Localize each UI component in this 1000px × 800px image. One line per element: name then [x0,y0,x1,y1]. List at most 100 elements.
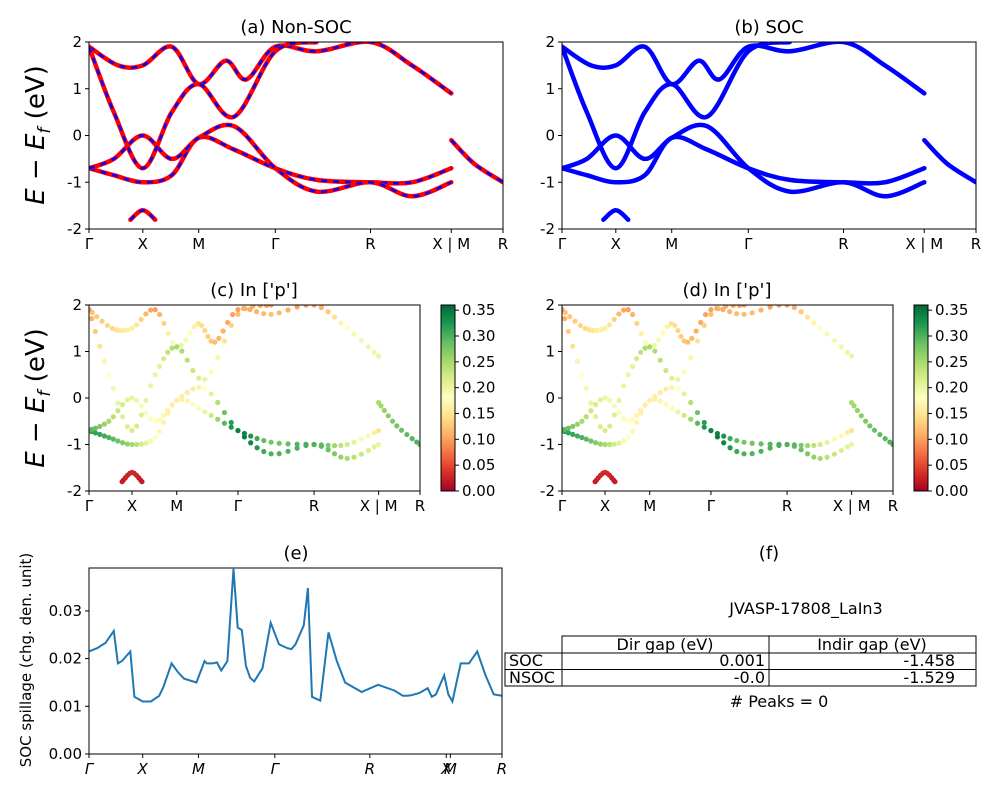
band-point [602,325,608,331]
band-point [101,421,107,427]
band-point [124,397,130,403]
band-point [228,419,234,426]
band-point [179,348,185,354]
band-point [849,427,855,434]
band-point [838,344,844,350]
band-point [657,389,663,396]
band-point [849,441,855,448]
band-point [208,391,214,397]
band-point [838,447,844,454]
band-point [221,420,228,426]
panel-b-xtick-label: X [611,235,621,253]
band-point [161,413,167,419]
band-point [106,372,112,378]
band-line-4 [601,208,631,222]
band-point [169,402,175,408]
band-point [202,386,208,392]
panel-a-ytick-label: -1 [67,173,82,191]
panel-e-title: (e) [283,543,308,564]
band-point [831,451,837,457]
band-point [202,409,208,415]
band-point [285,307,291,313]
panel-a-xtick-label: Γ [85,235,94,253]
band-point [844,349,850,355]
band-point [212,339,218,345]
band-point [767,305,773,310]
colorbar-tick-label: 0.30 [462,327,495,345]
band-point [638,349,644,355]
band-point [208,369,214,375]
band-point [241,434,248,440]
panel-a-ylabel: E − Ef (eV) [21,65,55,205]
band-point [143,397,149,404]
band-point [598,327,604,333]
band-point [741,311,747,317]
band-point [331,314,338,320]
band-point [254,435,260,442]
band-point [675,386,681,392]
panel-d-frame [561,304,894,492]
band-point [381,407,387,414]
band-point [371,430,377,436]
band-point [221,338,228,344]
band-point [638,331,644,337]
band-point [358,337,364,344]
band-point [184,357,190,363]
panel-d-xtick-label: R [782,497,792,515]
band-point [634,419,640,426]
band-point [798,309,804,315]
band-point [708,307,714,313]
band-point [562,307,565,313]
panel-a-title: (a) Non-SOC [240,17,351,38]
band-point [675,327,681,334]
band-point [588,438,594,444]
band-line-5 [922,137,976,185]
band-point [798,442,804,448]
panel-c-ytick-label: -2 [67,482,82,500]
panel-b: (b) SOC -2 -1 0 1 2 Γ X M Γ R X | M R [540,17,981,253]
panel-a-ytick-label: 1 [72,80,82,98]
colorbar-tick-label: 0.05 [935,456,968,474]
panel-a-xtick-label: X [138,235,148,253]
band-point [715,306,721,312]
band-point [417,441,420,448]
panel-d-xtick-label: Γ [558,497,567,515]
band-point [124,441,130,447]
band-point [378,403,384,409]
band-point [208,412,214,418]
band-point [625,307,631,313]
band-point [844,444,850,450]
band-point [338,320,344,326]
band-point [228,424,234,430]
panel-d-colorbar [913,304,929,492]
band-point [182,337,189,343]
colorbar-tick-label: 0.35 [935,301,968,319]
band-point [92,430,98,436]
panel-a-ytick-label: 2 [72,33,82,51]
band-point [688,355,694,361]
band-point [365,433,371,439]
band-line-1 [562,122,927,199]
band-point [196,375,202,381]
table-header-dir-gap: Dir gap (eV) [617,635,714,654]
band-point [120,414,126,420]
panel-a-xtick-label: X | M [432,235,470,253]
band-point [371,349,377,355]
band-point [268,311,274,317]
band-point [97,431,103,438]
band-point [215,399,221,406]
band-point [882,436,888,442]
panel-c-ytick-label: -1 [67,436,82,454]
band-point [409,436,415,442]
band-point [331,451,338,457]
band-point [138,412,144,418]
band-point [110,414,116,420]
band-point [318,305,324,311]
panel-d-title: (d) In ['p'] [683,280,772,301]
band-point [638,407,644,413]
band-point [588,408,594,414]
colorbar-tick-label: 0.15 [462,405,495,423]
band-point [698,319,704,326]
panel-e-xtick-label: R [365,760,375,778]
band-point [593,414,599,420]
